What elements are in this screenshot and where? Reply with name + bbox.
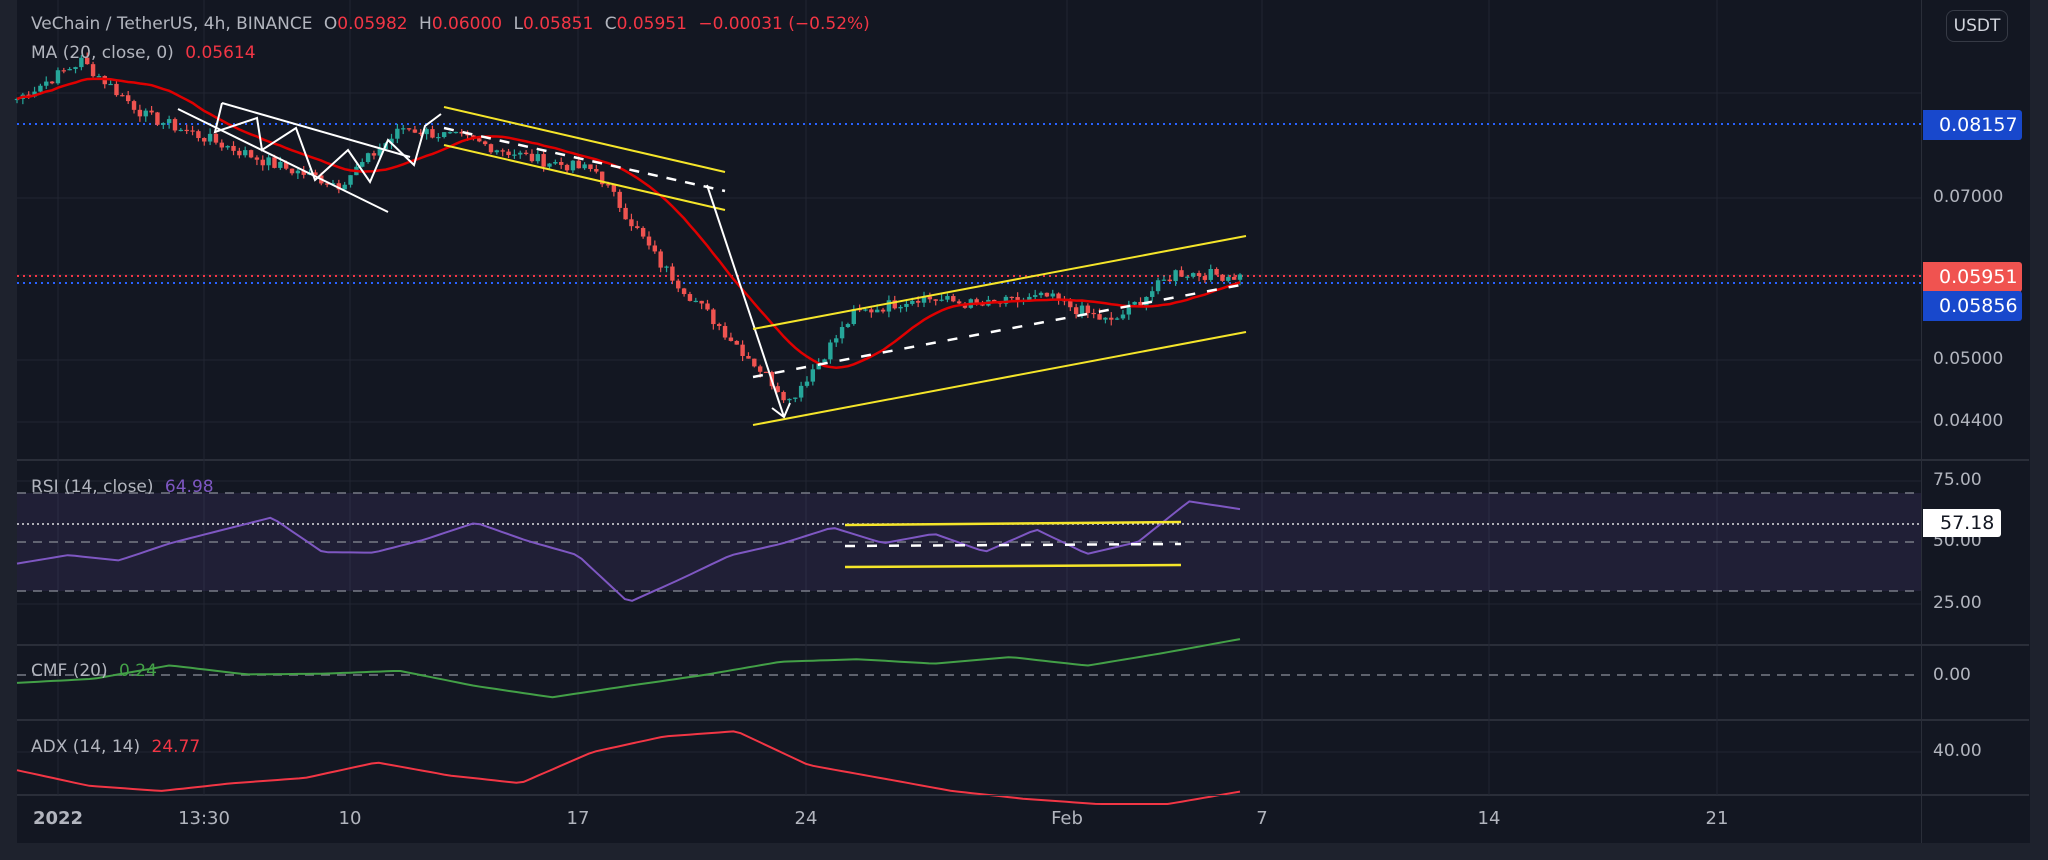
price-axis[interactable] — [1921, 0, 2030, 843]
low-number: 0.05851 — [523, 14, 594, 34]
time-tick: 17 — [566, 808, 590, 829]
rsi-range-drawing — [844, 520, 1182, 569]
rsi-level-badge: 57.18 — [1923, 509, 2001, 537]
currency-unit-button[interactable]: USDT — [1946, 10, 2008, 42]
open-value: O0.05982 — [324, 14, 408, 34]
time-tick: 24 — [794, 808, 818, 829]
rsi-value: 64.98 — [164, 477, 214, 497]
low-label: L — [513, 14, 524, 34]
close-number: 0.05951 — [616, 14, 687, 34]
close-label: C — [604, 14, 617, 34]
high-value: H0.06000 — [419, 14, 502, 34]
cmf-value: 0.24 — [119, 661, 157, 681]
time-tick: 7 — [1256, 808, 1268, 829]
open-label: O — [323, 14, 338, 34]
time-tick: 14 — [1477, 808, 1501, 829]
low-value: L0.05851 — [514, 14, 594, 34]
ma-line — [16, 77, 1241, 369]
adx-legend[interactable]: ADX (14, 14) 24.77 — [31, 737, 206, 757]
symbol-legend[interactable]: VeChain / TetherUS, 4h, BINANCE O0.05982… — [31, 14, 876, 34]
ma-legend[interactable]: MA (20, close, 0) 0.05614 — [31, 43, 262, 63]
price-tick: 0.05000 — [1933, 349, 2004, 369]
time-axis-divider — [17, 795, 2029, 796]
price-tick: 0.04400 — [1933, 411, 2004, 431]
cmf-label: CMF (20) — [31, 661, 108, 681]
ascending-channel-drawing — [752, 235, 1247, 426]
cmf-tick: 0.00 — [1933, 665, 1971, 685]
rsi-tick: 75.00 — [1933, 470, 1982, 490]
rsi-legend[interactable]: RSI (14, close) 64.98 — [31, 477, 220, 497]
adx-value: 24.77 — [151, 737, 201, 757]
rsi-tick: 25.00 — [1933, 593, 1982, 613]
time-tick: Feb — [1051, 808, 1083, 829]
level-price-badge: 0.08157 — [1923, 110, 2022, 140]
last-price-badge: 0.05951 — [1923, 262, 2022, 292]
rsi-label: RSI (14, close) — [31, 477, 154, 497]
high-label: H — [419, 14, 432, 34]
time-tick: 2022 — [32, 808, 84, 829]
adx-label: ADX (14, 14) — [31, 737, 141, 757]
falling-wedge-drawing — [177, 102, 442, 213]
price-tick: 0.07000 — [1933, 187, 2004, 207]
time-tick: 13:30 — [178, 808, 230, 829]
ma-value: 0.05614 — [185, 43, 256, 63]
time-tick: 21 — [1705, 808, 1729, 829]
open-number: 0.05982 — [337, 14, 408, 34]
change-value: −0.00031 (−0.52%) — [698, 14, 870, 34]
time-tick: 10 — [338, 808, 362, 829]
ma-label: MA (20, close, 0) — [31, 43, 174, 63]
close-value: C0.05951 — [605, 14, 687, 34]
adx-tick: 40.00 — [1933, 741, 1982, 761]
down-arrow-drawing — [706, 184, 791, 419]
cmf-legend[interactable]: CMF (20) 0.24 — [31, 661, 163, 681]
level-price-badge: 0.05856 — [1923, 291, 2022, 321]
high-number: 0.06000 — [431, 14, 503, 34]
symbol-title: VeChain / TetherUS, 4h, BINANCE — [31, 14, 313, 34]
descending-channel-drawing — [443, 106, 726, 211]
